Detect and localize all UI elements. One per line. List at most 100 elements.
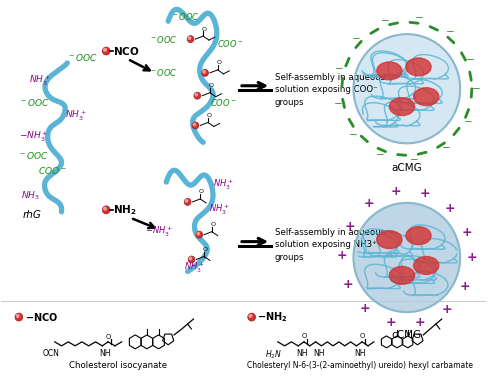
Text: O: O — [202, 27, 206, 32]
Circle shape — [193, 123, 196, 126]
Text: +: + — [415, 316, 426, 329]
Text: NH: NH — [100, 349, 111, 358]
Text: −: − — [466, 55, 475, 65]
Circle shape — [194, 92, 200, 99]
Text: +: + — [336, 249, 347, 262]
Circle shape — [203, 70, 205, 73]
Text: $-NH_3^+$: $-NH_3^+$ — [19, 129, 48, 144]
Text: +: + — [460, 280, 470, 293]
Text: $COO^-$: $COO^-$ — [216, 38, 244, 49]
Circle shape — [192, 122, 199, 129]
Text: −: − — [442, 143, 450, 153]
Text: $^-OOC$: $^-OOC$ — [19, 97, 50, 108]
Text: NH: NH — [296, 349, 308, 358]
Text: +: + — [342, 278, 353, 291]
Text: −: − — [336, 64, 344, 74]
Circle shape — [248, 313, 256, 321]
Circle shape — [184, 199, 191, 205]
Text: +: + — [442, 304, 452, 316]
Ellipse shape — [377, 62, 402, 80]
Text: O: O — [106, 334, 111, 340]
Text: O: O — [302, 333, 306, 339]
Ellipse shape — [406, 227, 431, 244]
Text: $NH_3^+$: $NH_3^+$ — [209, 203, 230, 217]
Circle shape — [102, 206, 110, 214]
Text: $^-OOC$: $^-OOC$ — [171, 11, 200, 22]
Circle shape — [196, 231, 202, 238]
Circle shape — [15, 313, 22, 321]
Circle shape — [354, 203, 460, 312]
Text: NH: NH — [354, 349, 366, 358]
Text: $^-OOC$: $^-OOC$ — [149, 67, 178, 78]
Text: −: − — [414, 13, 424, 23]
Text: O: O — [210, 222, 216, 227]
Circle shape — [104, 49, 106, 51]
Ellipse shape — [390, 98, 414, 116]
Text: +: + — [420, 187, 430, 200]
Text: −: − — [410, 155, 418, 165]
Text: −: − — [349, 130, 358, 140]
Ellipse shape — [377, 231, 402, 249]
Text: −: − — [334, 99, 343, 109]
Text: $\bf{NH_2}$: $\bf{NH_2}$ — [113, 203, 137, 217]
Text: +: + — [386, 316, 396, 329]
Text: OCN: OCN — [42, 349, 59, 358]
Text: $\bf{NCO}$: $\bf{NCO}$ — [113, 45, 140, 57]
Text: −: − — [472, 84, 481, 94]
Ellipse shape — [414, 257, 439, 274]
Text: $NH_3^+$: $NH_3^+$ — [66, 108, 88, 123]
Text: O: O — [206, 113, 212, 118]
Text: $NH_3^+$: $NH_3^+$ — [28, 74, 50, 88]
Text: $NH_3^+$: $NH_3^+$ — [184, 260, 204, 274]
Text: Cholesterol isocyanate: Cholesterol isocyanate — [68, 361, 167, 370]
Circle shape — [195, 94, 198, 96]
Circle shape — [186, 200, 188, 202]
Circle shape — [16, 315, 19, 317]
Text: +: + — [445, 202, 456, 215]
Circle shape — [202, 69, 208, 76]
Text: +: + — [466, 251, 477, 264]
Text: +: + — [344, 220, 355, 233]
Text: −: − — [381, 16, 390, 26]
Text: −: − — [352, 34, 361, 44]
Ellipse shape — [406, 58, 431, 76]
Text: O: O — [202, 247, 207, 252]
Text: $^-OOC$: $^-OOC$ — [149, 34, 178, 45]
Circle shape — [187, 36, 194, 42]
Text: Cholesteryl N-6-(3-(2-aminoethyl) ureido) hexyl carbamate: Cholesteryl N-6-(3-(2-aminoethyl) ureido… — [248, 361, 474, 370]
Text: $COO^-$: $COO^-$ — [38, 164, 67, 175]
Text: Self-assembly in aqueous
solution exposing COO⁻
groups: Self-assembly in aqueous solution exposi… — [275, 73, 385, 107]
Circle shape — [354, 34, 460, 143]
Text: +: + — [462, 226, 472, 239]
Text: −: − — [464, 117, 473, 127]
Text: $NH_3^+$: $NH_3^+$ — [213, 178, 234, 192]
Text: $^-OOC$: $^-OOC$ — [18, 150, 48, 161]
Text: +: + — [364, 197, 374, 210]
Text: O: O — [216, 60, 221, 66]
Text: $-NH_3^+$: $-NH_3^+$ — [145, 225, 173, 239]
Text: $\mathbf{-NCO}$: $\mathbf{-NCO}$ — [24, 311, 58, 323]
Text: +: + — [360, 302, 370, 315]
Text: O: O — [208, 83, 214, 88]
Circle shape — [190, 257, 192, 260]
Circle shape — [249, 315, 252, 317]
Text: Self-assembly in aqueous
solution exposing NH3⁺
groups: Self-assembly in aqueous solution exposi… — [275, 228, 385, 262]
Text: rhG: rhG — [22, 210, 42, 220]
Ellipse shape — [390, 266, 414, 284]
Circle shape — [197, 232, 200, 235]
Text: $^-OOC$: $^-OOC$ — [68, 52, 98, 63]
Circle shape — [104, 207, 106, 210]
Text: NH: NH — [314, 349, 325, 358]
Text: $H_2N$: $H_2N$ — [265, 349, 282, 361]
Text: O: O — [198, 190, 203, 194]
Text: −: − — [446, 27, 454, 38]
Text: O: O — [360, 333, 365, 339]
Text: cCMG: cCMG — [392, 330, 422, 340]
Text: −: − — [376, 150, 385, 160]
Text: +: + — [390, 185, 401, 199]
Text: $NH_3$: $NH_3$ — [21, 190, 40, 202]
Text: $\mathbf{-NH_2}$: $\mathbf{-NH_2}$ — [258, 310, 288, 324]
Circle shape — [188, 37, 190, 39]
Text: $COO^-$: $COO^-$ — [210, 97, 237, 108]
Ellipse shape — [414, 88, 439, 106]
